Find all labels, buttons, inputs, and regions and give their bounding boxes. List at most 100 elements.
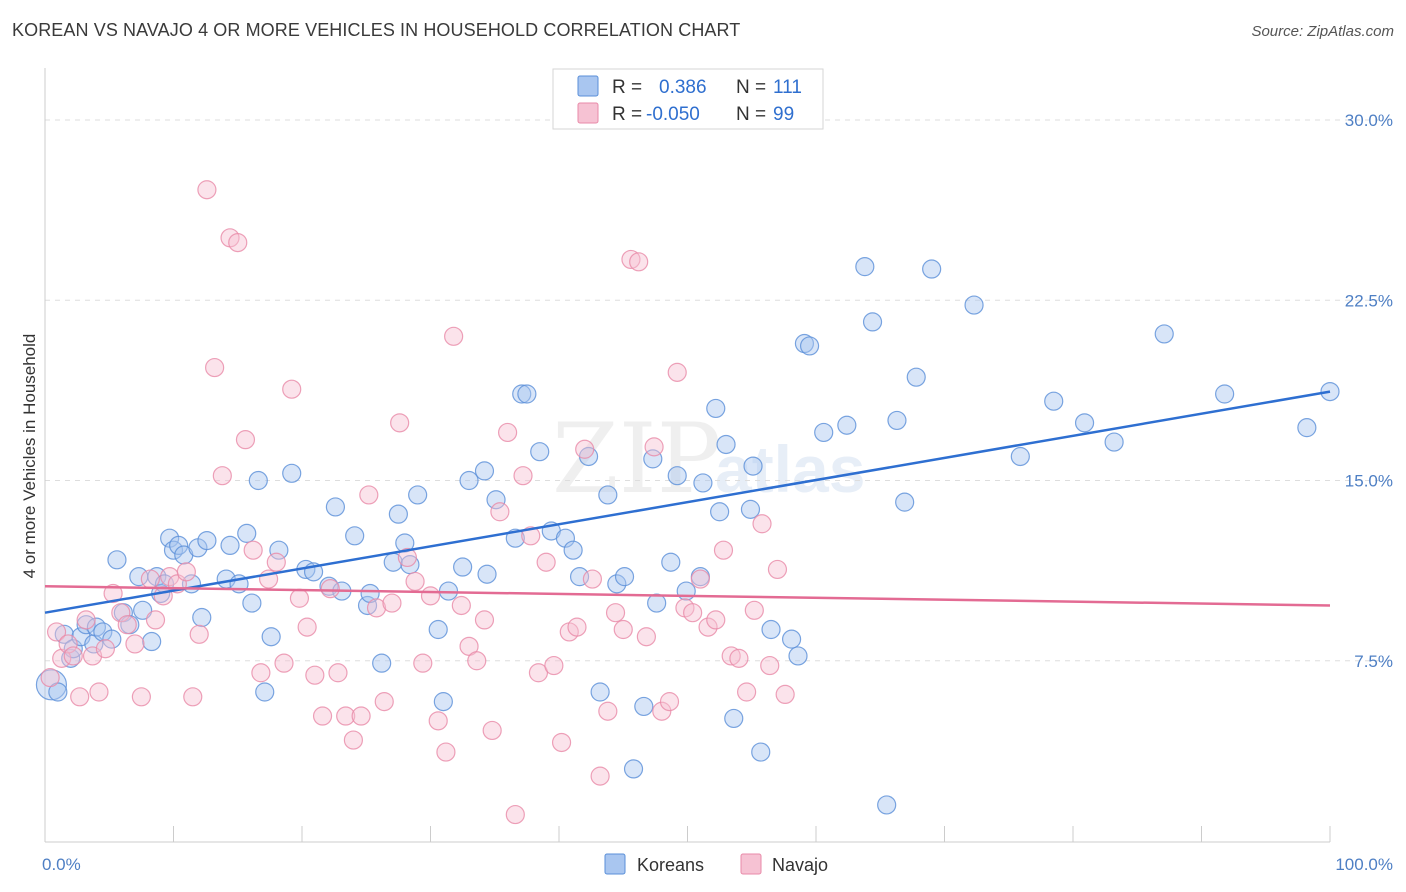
navajo-point [413, 653, 433, 673]
navajo-point [667, 362, 687, 382]
navajo-point [76, 610, 96, 630]
korean-point [614, 567, 635, 587]
navajo-point [621, 249, 641, 270]
navajo-point [125, 634, 145, 654]
korean-point [693, 473, 713, 493]
navajo-point [590, 766, 610, 786]
navajo-point [176, 562, 196, 582]
korean-point [799, 336, 820, 356]
x-tick-label: 100.0% [1335, 855, 1393, 874]
navajo-point [652, 701, 672, 721]
navajo-point [482, 720, 502, 741]
korean-point [107, 550, 127, 570]
korean-point [1104, 432, 1124, 452]
y-tick-label: 30.0% [1345, 111, 1393, 130]
navajo-point [706, 610, 726, 630]
navajo-point [405, 571, 425, 592]
korean-point [794, 333, 815, 354]
korean-point [133, 600, 153, 620]
korean-points [35, 257, 1340, 815]
navajo-points [40, 180, 795, 825]
korean-point [237, 523, 257, 543]
navajo-point [212, 466, 232, 486]
navajo-point [420, 586, 441, 606]
navajo-point [197, 180, 217, 200]
bottom-legend-swatch-koreans [604, 853, 626, 875]
korean-point [477, 564, 497, 584]
y-tick-label: 7.5% [1354, 652, 1393, 671]
bottom-legend-label-koreans: Koreans [637, 855, 704, 875]
chart-title: KOREAN VS NAVAJO 4 OR MORE VEHICLES IN H… [12, 20, 741, 40]
navajo-point [698, 617, 718, 637]
korean-point [837, 415, 857, 435]
y-tick-label: 22.5% [1345, 291, 1393, 310]
navajo-point [490, 502, 510, 522]
navajo-point [767, 559, 788, 580]
y-axis-title: 4 or more Vehicles in Household [20, 334, 39, 579]
korean-trend-line [44, 390, 1331, 614]
navajo-point [528, 663, 549, 683]
navajo-point [153, 586, 173, 606]
navajo-point [305, 665, 325, 685]
legend-r-value-koreans: 0.386 [659, 77, 707, 98]
navajo-point [40, 667, 60, 688]
watermark-atlas: atlas [715, 432, 865, 506]
korean-point [169, 535, 189, 556]
navajo-point [70, 687, 90, 707]
navajo-point [282, 379, 302, 399]
korean-point [530, 442, 550, 462]
navajo-trend-line [44, 585, 1331, 607]
legend-r-value-navajo: -0.050 [646, 104, 700, 125]
navajo-point [46, 622, 67, 642]
navajo-point [544, 655, 564, 676]
korean-point [598, 485, 618, 505]
trend-lines [44, 390, 1331, 614]
korean-point [740, 499, 761, 519]
navajo-point [737, 682, 757, 702]
navajo-point [320, 579, 340, 599]
navajo-point [243, 540, 263, 560]
korean-point [512, 384, 532, 404]
korean-point [345, 526, 365, 546]
chart-source: Source: ZipAtlas.com [1251, 23, 1394, 40]
korean-point [474, 461, 495, 481]
navajo-point [289, 588, 310, 608]
navajo-point [744, 600, 764, 620]
navajo-point [183, 687, 203, 707]
korean-point [192, 607, 212, 628]
bottom-legend-label-navajo: Navajo [772, 855, 828, 875]
navajo-point [659, 692, 680, 712]
navajo-point [266, 552, 286, 572]
navajo-point [629, 252, 649, 272]
navajo-point [351, 706, 371, 726]
x-tick-label: 0.0% [42, 855, 81, 874]
navajo-point [752, 514, 772, 534]
navajo-point [374, 692, 394, 712]
navajo-point [251, 663, 271, 683]
watermark-zip: ZIP [552, 403, 721, 515]
navajo-point [312, 706, 333, 726]
korean-point [428, 619, 448, 640]
navajo-point [436, 742, 456, 762]
navajo-point [536, 552, 556, 572]
axes [44, 68, 1331, 843]
korean-point [372, 653, 392, 673]
navajo-point [131, 687, 151, 707]
korean-point [887, 410, 907, 431]
legend-swatch-navajo [577, 102, 599, 124]
navajo-point [103, 583, 123, 604]
bottom-legend-swatch-navajo [740, 853, 762, 875]
korean-point [607, 574, 627, 594]
korean-point [1215, 384, 1235, 404]
navajo-point [366, 598, 387, 618]
korean-point [724, 708, 744, 729]
korean-point [895, 492, 915, 512]
navajo-point [498, 422, 518, 443]
korean-point [433, 692, 453, 712]
navajo-point [505, 804, 525, 825]
korean-point [761, 619, 781, 640]
korean-point [661, 552, 681, 572]
navajo-point [235, 430, 256, 450]
korean-point [255, 682, 275, 702]
